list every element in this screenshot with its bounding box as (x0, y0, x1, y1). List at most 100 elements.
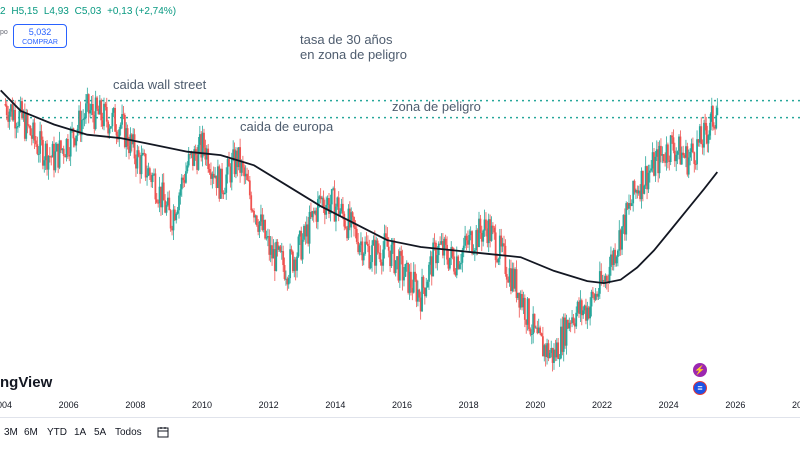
candle-body (444, 238, 447, 245)
candle-body (15, 127, 18, 129)
candle-body (111, 112, 114, 127)
ohlc-close: C5,03 (74, 6, 102, 17)
candle-body (429, 256, 432, 265)
calendar-icon[interactable] (157, 426, 169, 438)
candle-body (643, 185, 646, 194)
ohlc-prefix: 2 (0, 6, 6, 17)
candle-body (640, 170, 643, 200)
candle-body (132, 134, 135, 145)
candle-body (137, 150, 140, 157)
candle-body (471, 231, 473, 254)
candle-body (711, 106, 714, 127)
candle-body (196, 155, 198, 170)
candle-body (591, 291, 594, 295)
candle-body (611, 254, 614, 265)
candle-body (207, 148, 210, 170)
candle-body (36, 144, 39, 154)
candle-body (296, 256, 298, 271)
x-tick-label: 2020 (525, 400, 545, 410)
candle-body (637, 190, 640, 194)
candle-body (419, 297, 422, 312)
candle-body (143, 152, 146, 154)
buy-button[interactable]: 5,032 COMPRAR (13, 24, 67, 48)
range-3m-button[interactable]: 3M (4, 427, 18, 438)
candle-body (433, 242, 436, 244)
candle-body (146, 175, 148, 178)
candle-body (125, 128, 128, 148)
candle-body (275, 241, 278, 271)
candle-body (305, 224, 308, 237)
candle-body (253, 210, 255, 218)
candle-body (236, 150, 239, 168)
x-tick-label: 2010 (192, 400, 212, 410)
candle-body (153, 173, 155, 175)
candle-body (18, 110, 21, 126)
candle-body (530, 334, 533, 336)
range-6m-button[interactable]: 6M (24, 427, 38, 438)
candle-body (293, 259, 296, 272)
candle-body (548, 352, 551, 358)
candle-body (112, 108, 115, 113)
candle-body (668, 160, 671, 163)
x-tick-label: 2022 (592, 400, 612, 410)
ohlc-readout: 2 H5,15 L4,93 C5,03 +0,13 (+2,74%) (0, 6, 179, 17)
range-1a-button[interactable]: 1A (74, 427, 87, 438)
lightning-icon[interactable]: ⚡ (693, 363, 707, 377)
candle-body (358, 245, 361, 253)
candle-body (535, 327, 537, 329)
candle-body (197, 144, 200, 170)
candle-body (441, 241, 444, 256)
candle-body (168, 197, 171, 211)
candle-body (339, 211, 342, 216)
candle-body (455, 256, 458, 276)
candle-body (160, 186, 162, 208)
candle-body (115, 131, 118, 136)
candle-body (703, 122, 705, 148)
candle-body (80, 119, 83, 136)
candle-body (60, 140, 62, 151)
candle-body (329, 204, 332, 214)
candle-body (375, 240, 378, 266)
candle-body (458, 264, 461, 269)
candle-body (683, 155, 686, 158)
candle-body (8, 111, 11, 122)
tradingview-logo: ngView (0, 374, 53, 391)
candle-body (212, 173, 215, 178)
candle-body (5, 105, 8, 116)
candle-body (248, 180, 251, 196)
us-flag-icon[interactable]: ≡ (693, 381, 707, 395)
candle-body (704, 122, 707, 124)
candle-body (590, 291, 593, 307)
candle-body (94, 97, 97, 129)
candle-body (686, 146, 689, 175)
candle-body (587, 307, 590, 319)
candle-body (435, 242, 437, 264)
candle-body (121, 114, 123, 125)
candle-body (340, 203, 343, 212)
candle-body (589, 306, 592, 319)
candle-body (658, 145, 661, 174)
candle-body (337, 197, 340, 216)
candle-body (129, 134, 132, 154)
candle-body (186, 165, 189, 172)
candle-body (562, 317, 565, 352)
candle-body (265, 237, 268, 239)
candle-body (55, 143, 58, 152)
range-ytd-button[interactable]: YTD (47, 427, 67, 438)
moving-average-line (0, 89, 719, 285)
candle-body (230, 158, 233, 183)
candle-body (622, 214, 625, 227)
candle-body (7, 115, 10, 122)
candle-body (503, 243, 505, 246)
range-todos-button[interactable]: Todos (115, 427, 142, 438)
candle-body (154, 173, 157, 200)
candle-body (418, 289, 421, 298)
candle-body (318, 196, 321, 200)
range-5a-button[interactable]: 5A (94, 427, 107, 438)
candle-body (551, 347, 554, 363)
candle-body (221, 168, 223, 193)
candle-body (355, 228, 358, 242)
candle-body (675, 154, 678, 162)
